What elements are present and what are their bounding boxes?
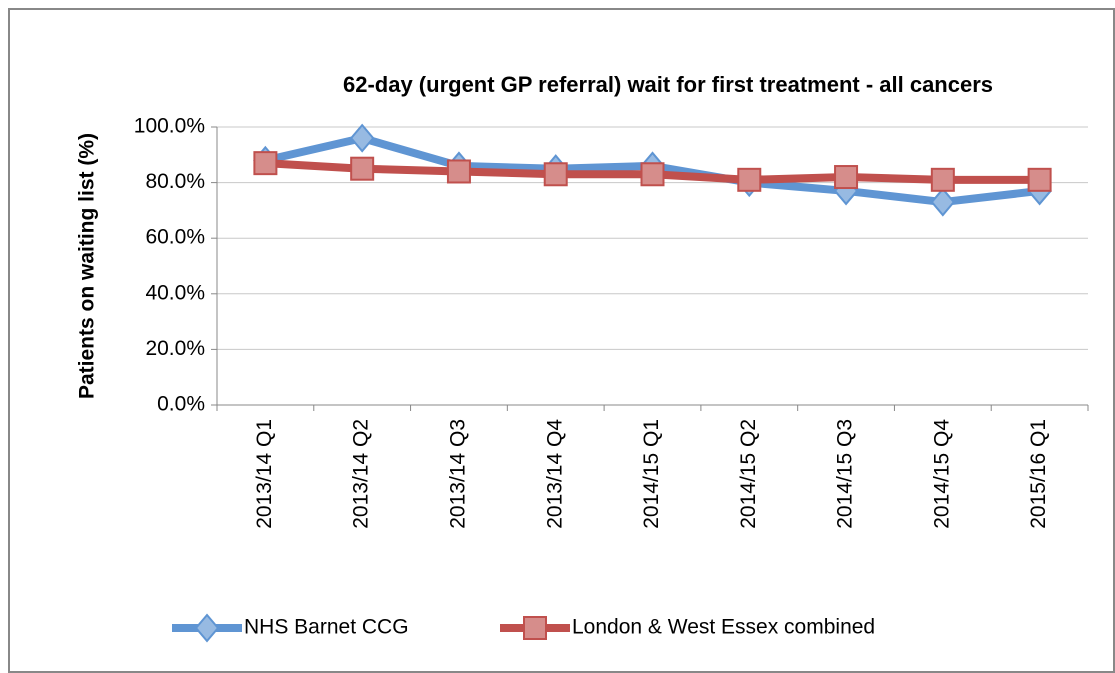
x-tick-label: 2014/15 Q1 [640,419,663,529]
marker [446,159,471,184]
marker [834,165,859,190]
chart-frame [8,8,1115,673]
marker [930,187,956,217]
marker [194,613,220,643]
x-tick-label: 2013/14 Q1 [253,419,276,529]
y-tick-label: 20.0% [145,337,205,360]
x-tick-label: 2014/15 Q2 [737,419,760,529]
marker [253,151,278,176]
marker [1027,167,1052,192]
legend-label: London & West Essex combined [572,616,875,639]
x-tick-label: 2013/14 Q2 [350,419,373,529]
y-tick-label: 0.0% [157,393,205,416]
marker [523,616,547,640]
legend-label: NHS Barnet CCG [244,616,409,639]
y-tick-label: 100.0% [134,115,205,138]
marker [350,156,375,181]
marker [930,167,955,192]
marker [543,162,568,187]
x-tick-label: 2013/14 Q4 [543,419,566,529]
marker [640,162,665,187]
x-tick-label: 2013/14 Q3 [446,419,469,529]
y-tick-label: 40.0% [145,281,205,304]
y-tick-label: 60.0% [145,226,205,249]
x-tick-label: 2014/15 Q3 [834,419,857,529]
marker [349,123,375,153]
y-tick-label: 80.0% [145,170,205,193]
chart-title: 62-day (urgent GP referral) wait for fir… [343,72,993,97]
marker [737,167,762,192]
y-axis-label: Patients on waiting list (%) [76,133,99,399]
x-tick-label: 2015/16 Q1 [1027,419,1050,529]
x-tick-label: 2014/15 Q4 [930,419,953,529]
